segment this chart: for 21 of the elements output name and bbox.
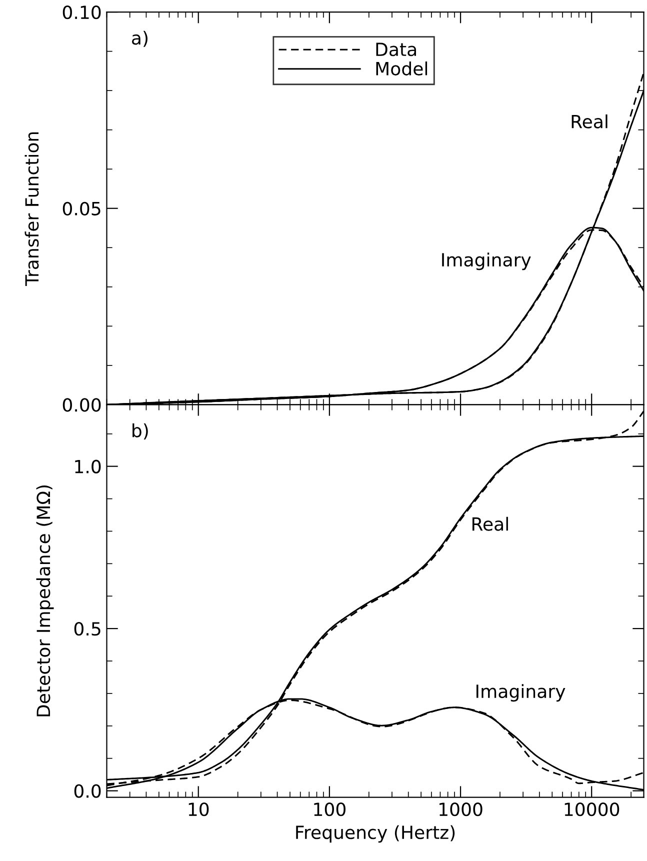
x-tick-label: 100 bbox=[314, 802, 346, 816]
legend-label: Data bbox=[376, 42, 416, 56]
annotation: a) bbox=[132, 30, 148, 47]
x-axis-title: Frequency (Hertz) bbox=[296, 825, 455, 843]
x-tick-label: 1000 bbox=[440, 802, 482, 816]
y-axis-title: Transfer Function bbox=[24, 132, 39, 286]
annotation: Imaginary bbox=[442, 252, 531, 270]
y-axis-title: Detector Impedance (MΩ) bbox=[36, 485, 54, 716]
y-tick-label: 1.0 bbox=[75, 460, 101, 474]
y-tick-label: 0.0 bbox=[74, 784, 101, 798]
y-tick-label: 0.00 bbox=[62, 398, 101, 412]
y-tick-label: 0.05 bbox=[62, 202, 100, 216]
annotation: Imaginary bbox=[476, 684, 566, 702]
annotation: Real bbox=[572, 114, 608, 128]
x-tick-label: 10000 bbox=[564, 802, 620, 816]
y-tick-label: 0.10 bbox=[62, 6, 101, 20]
annotation: b) bbox=[132, 423, 148, 440]
x-tick-label: 10 bbox=[188, 802, 209, 816]
legend-label: Model bbox=[376, 61, 428, 76]
annotation: Real bbox=[472, 516, 508, 531]
y-tick-label: 0.5 bbox=[74, 622, 100, 636]
